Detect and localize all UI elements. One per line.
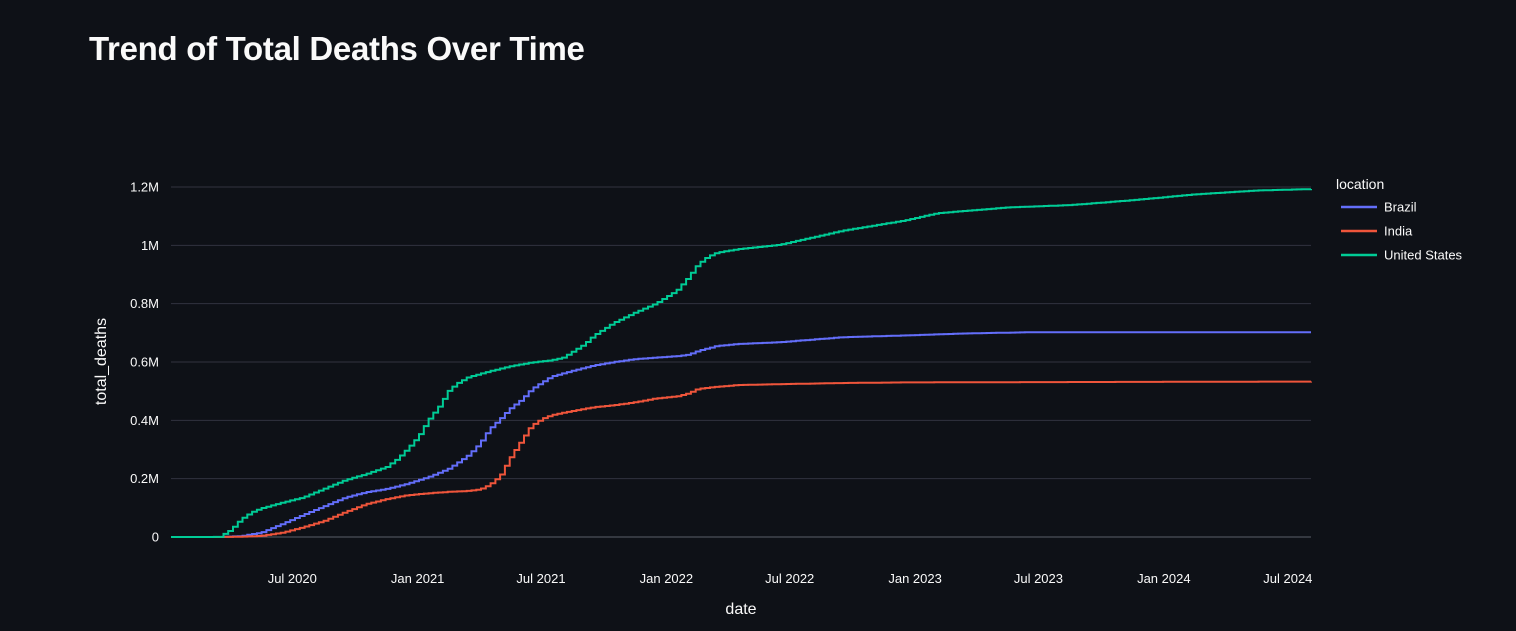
x-tick-label: Jan 2022 <box>640 571 694 586</box>
series-line-india <box>171 380 1312 538</box>
legend-item[interactable]: Brazil <box>1341 200 1417 215</box>
x-tick-label: Jul 2022 <box>765 571 814 586</box>
page-title: Trend of Total Deaths Over Time <box>89 30 585 67</box>
y-tick-label: 0.4M <box>130 413 159 428</box>
series-line-united-states <box>171 188 1312 538</box>
y-axis-ticks: 0 0.2M 0.4M 0.6M 0.8M 1M 1.2M <box>130 180 159 545</box>
y-tick-label: 1M <box>141 238 159 253</box>
x-axis-title: date <box>725 601 756 618</box>
y-axis-title: total_deaths <box>93 318 110 405</box>
x-tick-label: Jan 2023 <box>888 571 942 586</box>
y-tick-label: 0 <box>152 530 159 545</box>
legend[interactable]: location Brazil India United States <box>1336 176 1463 263</box>
x-tick-label: Jan 2021 <box>391 571 445 586</box>
legend-item[interactable]: India <box>1341 224 1413 239</box>
x-axis-ticks: Jul 2020 Jan 2021 Jul 2021 Jan 2022 Jul 2022… <box>268 571 1313 586</box>
y-tick-label: 0.6M <box>130 355 159 370</box>
y-tick-label: 0.2M <box>130 471 159 486</box>
gridlines <box>171 186 1311 538</box>
legend-label: India <box>1384 224 1413 239</box>
x-tick-label: Jan 2024 <box>1137 571 1191 586</box>
x-tick-label: Jul 2020 <box>268 571 317 586</box>
series-line-brazil <box>171 331 1311 538</box>
series-lines <box>171 188 1312 538</box>
legend-label: United States <box>1384 248 1463 263</box>
x-tick-label: Jul 2023 <box>1014 571 1063 586</box>
legend-title: location <box>1336 176 1384 192</box>
legend-label: Brazil <box>1384 200 1417 215</box>
x-tick-label: Jul 2021 <box>516 571 565 586</box>
y-tick-label: 0.8M <box>130 296 159 311</box>
legend-item[interactable]: United States <box>1341 248 1463 263</box>
y-tick-label: 1.2M <box>130 180 159 195</box>
x-tick-label: Jul 2024 <box>1263 571 1312 586</box>
